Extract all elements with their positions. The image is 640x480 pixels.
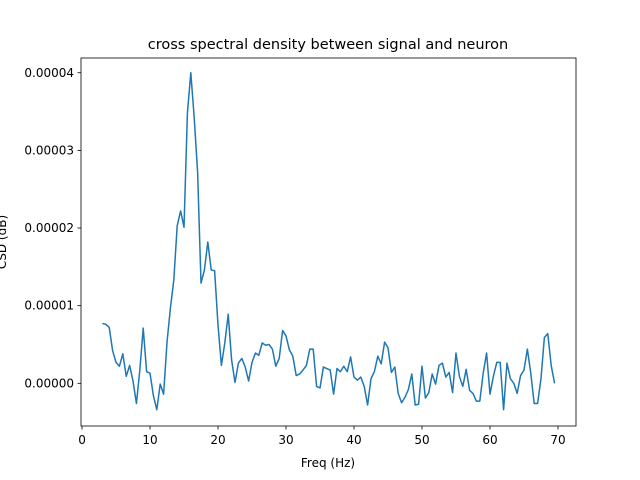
chart-title: cross spectral density between signal an…	[148, 37, 509, 53]
x-tick-label: 60	[482, 433, 497, 447]
y-tick-label: 0.00003	[24, 143, 74, 157]
x-tick-label: 10	[142, 433, 157, 447]
x-tick-label: 30	[278, 433, 293, 447]
y-axis-label: CSD (dB)	[0, 215, 9, 269]
y-tick-label: 0.00004	[24, 66, 74, 80]
y-tick-label: 0.00002	[24, 221, 74, 235]
y-tick-label: 0.00000	[24, 376, 74, 390]
x-tick-label: 40	[346, 433, 361, 447]
data-line	[102, 72, 556, 411]
plot-frame	[80, 57, 577, 427]
y-tick-label: 0.00001	[24, 299, 74, 313]
x-axis-label: Freq (Hz)	[301, 456, 355, 470]
x-tick-label: 20	[210, 433, 225, 447]
x-tick-label: 50	[414, 433, 429, 447]
x-tick-label: 0	[78, 433, 86, 447]
x-tick-label: 70	[550, 433, 565, 447]
